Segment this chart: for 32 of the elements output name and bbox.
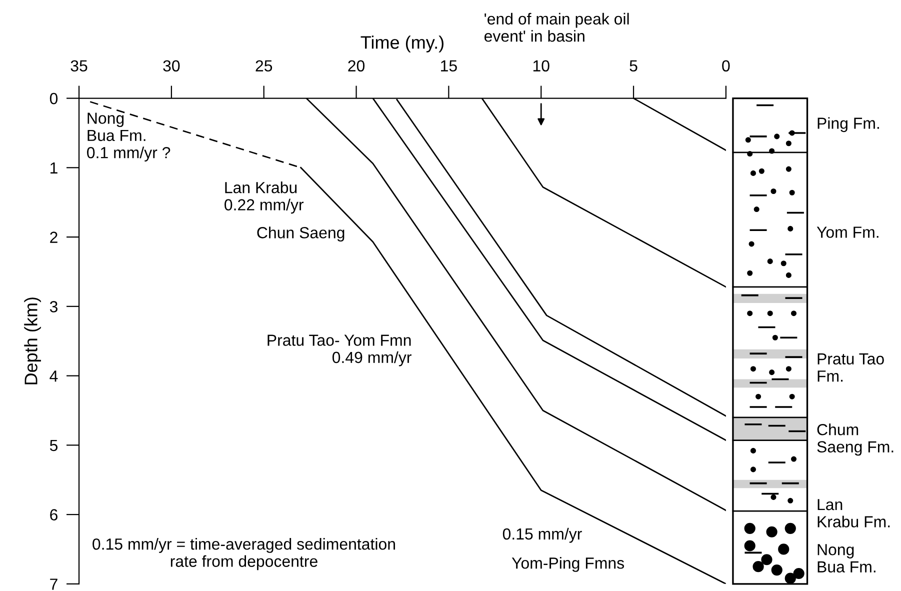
text: Nong Bua Fm. [818,544,876,573]
y-tick-label: 7 [50,578,58,590]
y-tick-label: 6 [50,509,58,520]
annotation: 0.15 mm/yr [502,528,582,543]
x-tick-label: 35 [70,60,88,72]
annotation: Yom-Ping Fmns [512,557,624,572]
y-tick-label: 4 [50,370,58,382]
y-tick-label: 2 [50,232,58,243]
x-tick-label: 10 [533,60,550,72]
annotation: Pratu Tao- Yom Fmn 0.49 mm/yr [268,334,412,366]
annotation: Nong Bua Fm. 0.1 mm/yr ? [87,112,170,162]
text: Chum Saeng Fm. [817,424,894,456]
text: Pratu Tao Fm. [818,353,884,382]
text: Ping Fm. [818,117,879,132]
annotation: Chun Saeng [257,226,344,242]
x-tick-label: 30 [163,60,180,72]
x-tick-label: 15 [441,60,457,72]
text: 'end of main peak oil event' in basin [484,12,629,42]
y-tick-label: 5 [50,440,58,452]
y-axis-title: Depth (km) [24,298,41,384]
y-tick-label: 1 [50,162,58,174]
annotation: Lan Krabu 0.22 mm/yr [224,182,304,214]
text: Lan Krabu Fm. [818,499,890,528]
x-tick-label: 0 [722,60,730,72]
x-axis-title: Time (my.) [360,36,444,52]
x-tick-label: 5 [630,60,638,72]
x-tick-label: 20 [348,60,365,72]
text: Yom Fm. [816,226,878,238]
annotation: 0.15 mm/yr = time-averaged sedimentation rate from depocentre [92,538,395,570]
y-tick-label: 3 [50,301,58,312]
y-tick-label: 0 [50,92,58,104]
x-tick-label: 25 [256,60,272,72]
